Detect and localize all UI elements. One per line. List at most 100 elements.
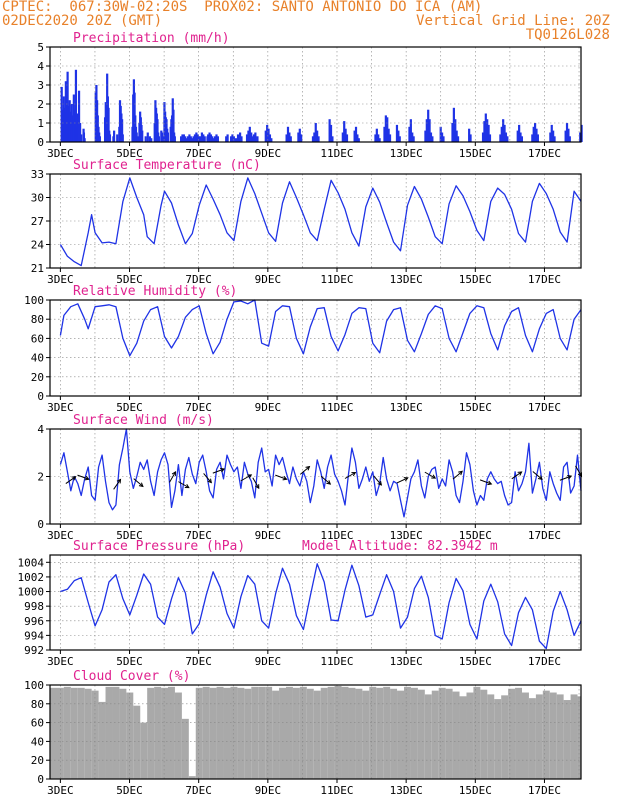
- x-tick-label: 11DEC: [320, 529, 353, 542]
- precip-bar: [136, 136, 140, 142]
- wind-arrow-head: [326, 480, 332, 485]
- precip-bar: [428, 119, 431, 142]
- wind-arrow: [212, 468, 225, 474]
- y-tick-label: 60: [31, 717, 44, 730]
- precip-bar: [316, 130, 319, 142]
- precip-bar: [520, 136, 524, 142]
- wind-arrow-head: [255, 484, 260, 490]
- precip-bar: [331, 136, 334, 142]
- precip-bar: [186, 136, 190, 142]
- precip-bar: [481, 132, 485, 142]
- y-tick-label: 33: [31, 168, 44, 181]
- x-tick-label: 3DEC: [47, 655, 74, 668]
- x-tick-label: 9DEC: [255, 784, 282, 797]
- x-tick-label: 3DEC: [47, 401, 74, 414]
- cloud-bar: [473, 686, 481, 779]
- wind-arrow-head: [207, 478, 212, 484]
- cloud-bar: [431, 690, 439, 779]
- panel-annotation: Model Altitude: 82.3942 m: [302, 539, 498, 554]
- cloud-bar: [487, 694, 495, 779]
- precip-bar: [442, 136, 445, 142]
- precip-bar: [297, 132, 300, 142]
- cloud-bar: [112, 686, 120, 779]
- panel-6: Cloud Cover (%) 0 20 40 60 80 100 3DEC 5DEC 7DEC 9…: [24, 669, 582, 797]
- y-tick-label: 100: [24, 679, 44, 692]
- x-tick-label: 3DEC: [47, 784, 74, 797]
- y-tick-label: 0: [37, 136, 44, 149]
- wind-arrow-head: [487, 480, 493, 486]
- wind-arrow: [203, 473, 212, 483]
- wind-arrow: [511, 471, 522, 480]
- wind-arrow-head: [71, 476, 77, 481]
- y-tick-label: 992: [24, 644, 44, 657]
- precip-bar: [533, 123, 537, 142]
- precip-bar: [409, 119, 412, 142]
- precip-bar: [156, 119, 159, 142]
- precip-bar: [211, 136, 214, 142]
- x-tick-label: 15DEC: [459, 529, 492, 542]
- precip-bar: [317, 136, 320, 142]
- precip-bar: [289, 136, 292, 142]
- series-line: [59, 299, 582, 357]
- precip-bar: [535, 128, 538, 142]
- cloud-bar: [383, 686, 391, 779]
- wind-arrow: [344, 472, 356, 479]
- header-date: 02DEC2020 20Z (GMT): [2, 13, 163, 29]
- cloud-bar: [223, 687, 231, 779]
- wind-arrow-head: [171, 471, 176, 476]
- panel-frame: [49, 46, 582, 143]
- x-tick-label: 3DEC: [47, 147, 74, 160]
- wind-arrow-head: [305, 465, 311, 471]
- precip-bar: [565, 123, 569, 142]
- precip-bar: [456, 136, 460, 142]
- panel-4: Surface Wind (m/s) 0 2 4 3DEC 5DEC 7DEC 9DEC 11D…: [37, 413, 583, 542]
- x-tick-label: 15DEC: [459, 784, 492, 797]
- cloud-bar: [556, 694, 564, 779]
- precip-bar: [518, 124, 521, 142]
- x-tick-label: 7DEC: [185, 655, 212, 668]
- cloud-bar: [168, 686, 175, 779]
- y-tick-label: 0: [37, 390, 44, 403]
- x-tick-label: 15DEC: [459, 147, 492, 160]
- precip-bar: [567, 128, 570, 142]
- precip-bar: [196, 134, 199, 142]
- wind-arrow: [559, 475, 572, 481]
- y-tick-label: 4: [37, 423, 44, 436]
- precip-bar: [500, 126, 503, 142]
- cloud-bar: [528, 698, 536, 779]
- y-tick-label: 21: [31, 262, 44, 275]
- precip-bar: [184, 136, 187, 142]
- precip-bar: [266, 124, 269, 142]
- precip-bar: [254, 132, 257, 142]
- cloud-bar: [313, 690, 321, 779]
- wind-arrow-head: [351, 471, 357, 477]
- series-line: [60, 563, 582, 650]
- precip-bar: [564, 130, 567, 142]
- x-tick-label: 11DEC: [320, 784, 353, 797]
- wind-arrow: [252, 477, 260, 489]
- precip-bar: [193, 134, 197, 142]
- panel-3: Relative Humidity (%) 0 20 40 60 80 100 3DEC 5DE…: [24, 284, 582, 414]
- x-tick-label: 13DEC: [390, 401, 423, 414]
- precip-bar: [553, 136, 556, 142]
- y-tick-label: 80: [31, 313, 44, 326]
- precip-bar: [427, 109, 430, 142]
- precip-bar: [188, 134, 191, 142]
- precip-bar: [250, 132, 253, 142]
- y-tick-label: 20: [31, 754, 44, 767]
- panel-2: Surface Temperature (nC) 21 24 27 30 33 3DEC 5D…: [31, 158, 582, 286]
- x-tick-label: 13DEC: [390, 529, 423, 542]
- wind-arrow-head: [247, 474, 253, 479]
- precip-bar: [98, 136, 101, 142]
- precip-bar: [203, 136, 206, 142]
- precip-bar: [486, 119, 489, 142]
- precip-bar: [488, 134, 492, 142]
- wind-arrow: [178, 481, 190, 489]
- precip-bar: [268, 134, 272, 142]
- x-tick-label: 13DEC: [390, 147, 423, 160]
- wind-arrow: [320, 475, 331, 485]
- x-tick-label: 15DEC: [459, 401, 492, 414]
- x-tick-label: 7DEC: [185, 273, 212, 286]
- y-tick-label: 60: [31, 332, 44, 345]
